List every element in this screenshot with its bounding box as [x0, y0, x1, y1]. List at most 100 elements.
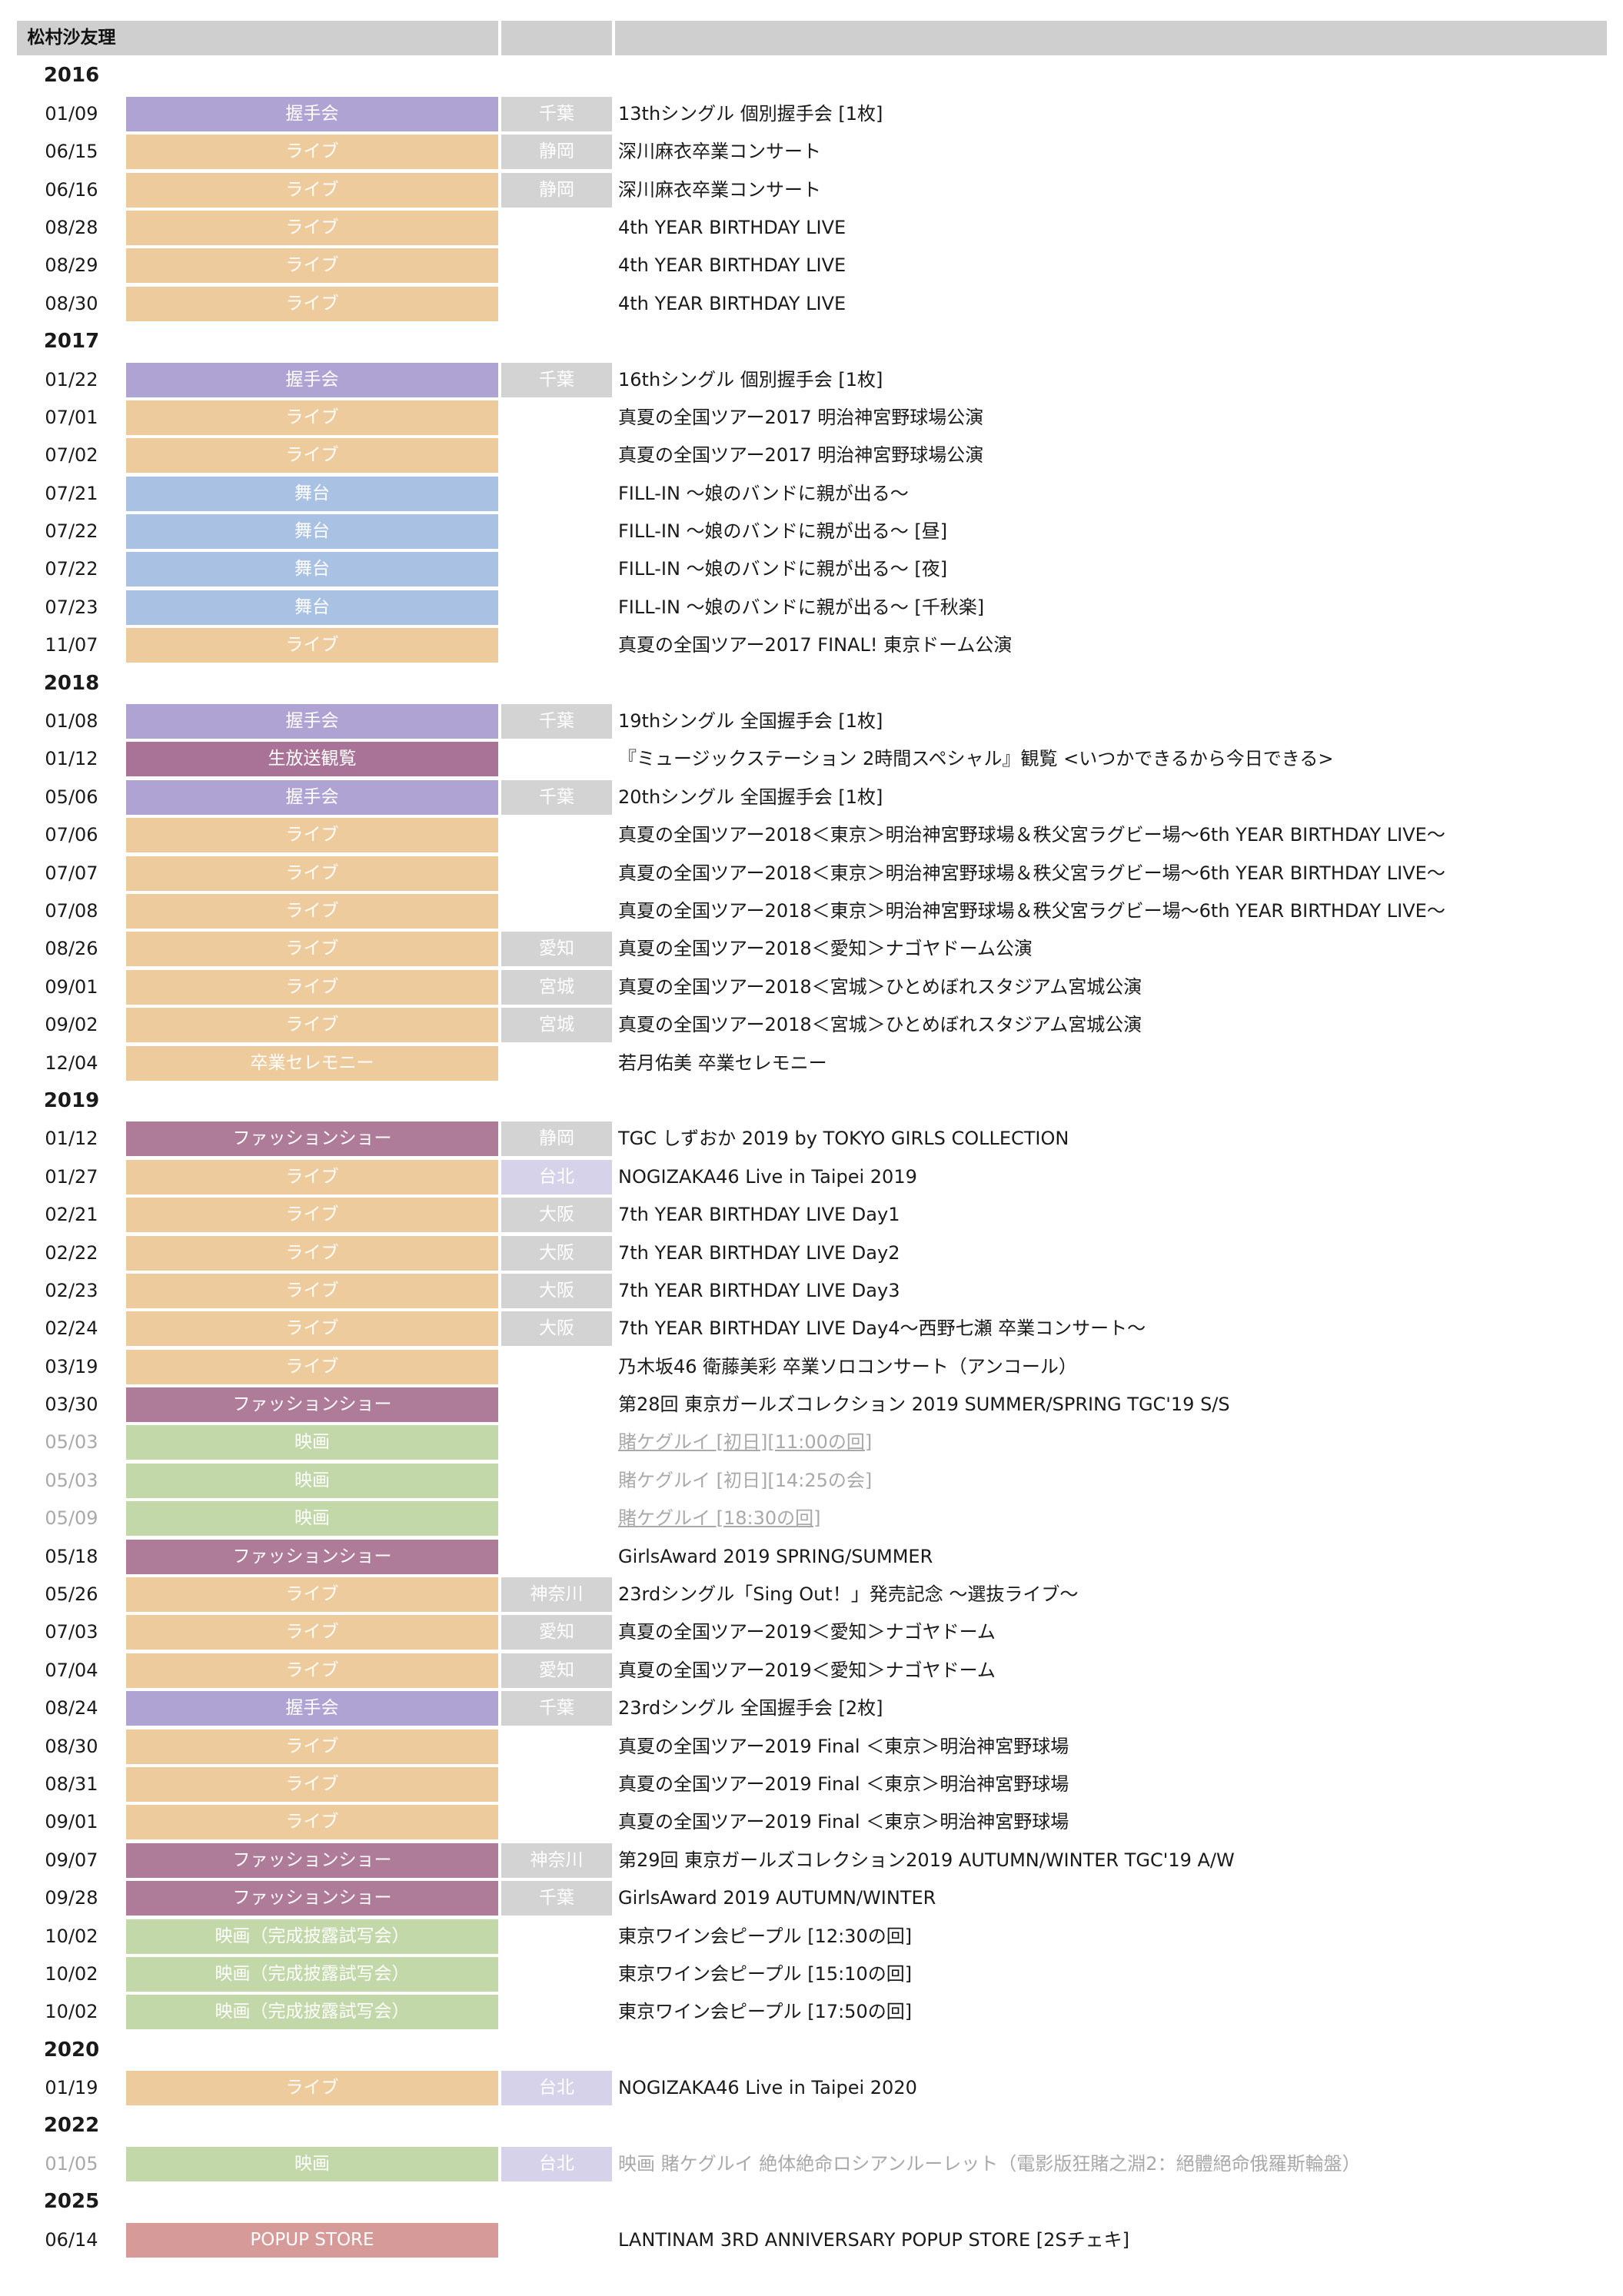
event-title-text[interactable]: 賭ケグルイ [18:30の回]: [618, 1507, 821, 1530]
event-row: 08/30 ライブ 4th YEAR BIRTHDAY LIVE: [17, 285, 1607, 323]
event-title-text: 真夏の全国ツアー2019 Final ＜東京＞明治神宮野球場: [618, 1773, 1069, 1795]
event-date: 09/28: [45, 1887, 98, 1909]
event-title: LANTINAM 3RD ANNIVERSARY POPUP STORE [2S…: [615, 2223, 1607, 2258]
event-title: NOGIZAKA46 Live in Taipei 2020: [615, 2071, 1607, 2105]
event-title: 真夏の全国ツアー2019＜愛知＞ナゴヤドーム: [615, 1653, 1607, 1688]
event-prefecture: 千葉: [501, 1881, 612, 1916]
event-row: 09/01 ライブ 宮城 真夏の全国ツアー2018＜宮城＞ひとめぼれスタジアム宮城公演: [17, 969, 1607, 1006]
event-title-text: 7th YEAR BIRTHDAY LIVE Day4〜西野七瀬 卒業コンサート…: [618, 1317, 1146, 1340]
event-row: 07/22 舞台 FILL-IN 〜娘のバンドに親が出る〜 [昼]: [17, 513, 1607, 550]
event-prefecture: 愛知: [501, 1653, 612, 1688]
event-category: ライブ: [126, 400, 498, 435]
event-title[interactable]: 賭ケグルイ [初日][11:00の回]: [615, 1425, 1607, 1460]
event-title: 深川麻衣卒業コンサート: [615, 173, 1607, 208]
event-date: 07/23: [45, 596, 98, 618]
event-category: ライブ: [126, 1273, 498, 1308]
event-date: 05/09: [45, 1507, 98, 1530]
event-title: 真夏の全国ツアー2019 Final ＜東京＞明治神宮野球場: [615, 1805, 1607, 1839]
event-category: 握手会: [126, 96, 498, 131]
event-category: 握手会: [126, 779, 498, 815]
event-prefecture: [501, 1995, 612, 2029]
event-category: 卒業セレモニー: [126, 1045, 498, 1081]
event-title-text: 19thシングル 全国握手会 [1枚]: [618, 710, 883, 733]
event-prefecture: 静岡: [501, 1121, 612, 1157]
year-label: 2018: [43, 671, 100, 695]
event-prefecture: [501, 1540, 612, 1574]
event-date: 05/06: [45, 786, 98, 808]
event-category: 映画: [126, 2146, 498, 2181]
event-category: ライブ: [126, 286, 498, 321]
event-title: 7th YEAR BIRTHDAY LIVE Day1: [615, 1198, 1607, 1232]
event-title: 真夏の全国ツアー2017 FINAL! 東京ドーム公演: [615, 628, 1607, 663]
event-prefecture: [501, 856, 612, 891]
event-row: 05/03 映画 賭ケグルイ [初日][11:00の回]: [17, 1424, 1607, 1461]
event-category: ライブ: [126, 969, 498, 1005]
event-row: 07/22 舞台 FILL-IN 〜娘のバンドに親が出る〜 [夜]: [17, 550, 1607, 588]
event-row: 12/04 卒業セレモニー 若月佑美 卒業セレモニー: [17, 1045, 1607, 1082]
event-prefecture: [501, 1805, 612, 1839]
event-date: 01/12: [45, 748, 98, 770]
event-prefecture: 静岡: [501, 135, 612, 170]
event-title-text: NOGIZAKA46 Live in Taipei 2019: [618, 1165, 917, 1188]
event-prefecture: 千葉: [501, 704, 612, 739]
event-category: ライブ: [126, 248, 498, 284]
event-title-text[interactable]: 賭ケグルイ [初日][11:00の回]: [618, 1431, 873, 1454]
event-row: 07/21 舞台 FILL-IN 〜娘のバンドに親が出る〜: [17, 475, 1607, 513]
event-date: 07/22: [45, 520, 98, 543]
event-date: 02/24: [45, 1317, 98, 1340]
event-prefecture: 愛知: [501, 1615, 612, 1650]
event-date: 10/02: [45, 1925, 98, 1947]
event-date: 08/29: [45, 254, 98, 277]
event-title-text: 東京ワイン会ピープル [17:50の回]: [618, 2001, 913, 2023]
event-prefecture: 千葉: [501, 96, 612, 131]
event-title-text: 7th YEAR BIRTHDAY LIVE Day2: [618, 1241, 900, 1264]
event-title-text: 真夏の全国ツアー2019 Final ＜東京＞明治神宮野球場: [618, 1735, 1069, 1757]
event-title-text: 『ミュージックステーション 2時間スペシャル』観覧 <いつかできるから今日できる…: [618, 748, 1334, 770]
event-date: 07/07: [45, 862, 98, 884]
event-prefecture: [501, 818, 612, 852]
event-title: 『ミュージックステーション 2時間スペシャル』観覧 <いつかできるから今日できる…: [615, 742, 1607, 776]
event-category: 舞台: [126, 552, 498, 587]
event-title-text: NOGIZAKA46 Live in Taipei 2020: [618, 2077, 917, 2099]
event-row: 06/15 ライブ 静岡 深川麻衣卒業コンサート: [17, 133, 1607, 171]
event-title: 19thシングル 全国握手会 [1枚]: [615, 704, 1607, 739]
event-title: 23rdシングル 全国握手会 [2枚]: [615, 1691, 1607, 1726]
event-date: 07/06: [45, 824, 98, 846]
event-title: 4th YEAR BIRTHDAY LIVE: [615, 248, 1607, 283]
event-prefecture: 千葉: [501, 1691, 612, 1726]
event-category: ライブ: [126, 1653, 498, 1688]
event-title: 4th YEAR BIRTHDAY LIVE: [615, 287, 1607, 321]
event-row: 01/27 ライブ 台北 NOGIZAKA46 Live in Taipei 2019: [17, 1158, 1607, 1196]
event-title-text: LANTINAM 3RD ANNIVERSARY POPUP STORE [2S…: [618, 2228, 1129, 2251]
event-row: 01/12 ファッションショー 静岡 TGC しずおか 2019 by TOKYO G…: [17, 1120, 1607, 1158]
event-prefecture: 大阪: [501, 1198, 612, 1233]
event-title: 東京ワイン会ピープル [17:50の回]: [615, 1995, 1607, 2029]
event-category: ライブ: [126, 1349, 498, 1384]
event-title: 13thシングル 個別握手会 [1枚]: [615, 97, 1607, 131]
event-row: 08/30 ライブ 真夏の全国ツアー2019 Final ＜東京＞明治神宮野球場: [17, 1728, 1607, 1766]
event-prefecture: [501, 1919, 612, 1954]
event-title-text: 真夏の全国ツアー2017 明治神宮野球場公演: [618, 444, 984, 467]
event-date: 05/26: [45, 1583, 98, 1606]
event-prefecture: [501, 1501, 612, 1536]
event-title-text: 20thシングル 全国握手会 [1枚]: [618, 786, 883, 808]
event-row: 07/07 ライブ 真夏の全国ツアー2018＜東京＞明治神宮野球場＆秩父宮ラグビー場…: [17, 855, 1607, 892]
event-title-text: 東京ワイン会ピープル [12:30の回]: [618, 1925, 913, 1947]
schedule-rows: 2016 01/09 握手会 千葉 13thシングル 個別握手会 [1枚] 06/15 ライ…: [17, 57, 1607, 2259]
event-category: 映画: [126, 1501, 498, 1537]
event-row: 08/26 ライブ 愛知 真夏の全国ツアー2018＜愛知＞ナゴヤドーム公演: [17, 930, 1607, 968]
event-title-text: 東京ワイン会ピープル [15:10の回]: [618, 1962, 913, 1985]
event-title-text: FILL-IN 〜娘のバンドに親が出る〜: [618, 482, 909, 504]
event-category: ライブ: [126, 1805, 498, 1840]
event-row: 01/12 生放送観覧 『ミュージックステーション 2時間スペシャル』観覧 <いつか…: [17, 740, 1607, 778]
event-category: ライブ: [126, 1235, 498, 1271]
event-row: 05/18 ファッションショー GirlsAward 2019 SPRING/SUM…: [17, 1538, 1607, 1576]
event-date: 08/30: [45, 1735, 98, 1757]
event-category: 映画: [126, 1425, 498, 1460]
event-row: 08/29 ライブ 4th YEAR BIRTHDAY LIVE: [17, 247, 1607, 284]
event-date: 10/02: [45, 2001, 98, 2023]
schedule-sheet: 松村沙友理 2016 01/09 握手会 千葉 13thシングル 個別握手会 [1枚] 0…: [17, 19, 1607, 2259]
event-title[interactable]: 賭ケグルイ [18:30の回]: [615, 1501, 1607, 1536]
event-prefecture: 台北: [501, 1159, 612, 1195]
event-title-text: FILL-IN 〜娘のバンドに親が出る〜 [夜]: [618, 558, 948, 580]
